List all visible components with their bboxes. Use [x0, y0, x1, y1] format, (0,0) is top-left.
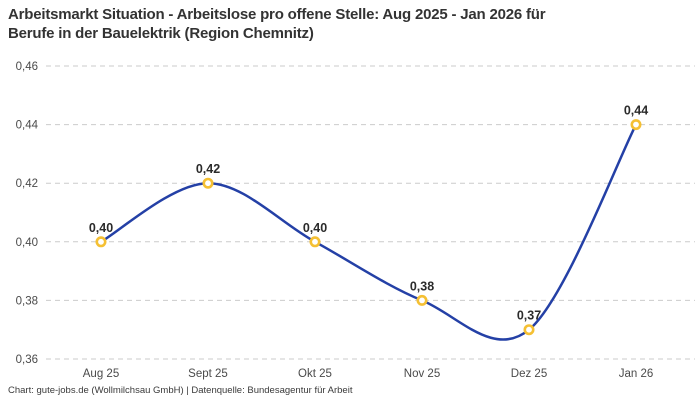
data-point-label: 0,40: [303, 221, 327, 235]
data-point-label: 0,37: [517, 309, 541, 323]
y-axis-tick-label: 0,38: [16, 295, 38, 307]
data-point-label: 0,44: [624, 104, 648, 118]
y-axis-tick-label: 0,40: [16, 237, 38, 249]
chart-title-line1: Arbeitsmarkt Situation - Arbeitslose pro…: [8, 6, 546, 23]
data-point-marker: [523, 324, 535, 336]
chart-title-line2: Berufe in der Bauelektrik (Region Chemni…: [8, 25, 314, 42]
x-axis-tick-label: Jan 26: [619, 368, 654, 380]
data-point-label: 0,38: [410, 279, 434, 293]
y-axis-tick-label: 0,46: [16, 61, 38, 73]
data-point-marker: [630, 119, 642, 131]
y-axis-tick-label: 0,42: [16, 178, 38, 190]
data-point-marker: [416, 294, 428, 306]
x-axis-tick-label: Okt 25: [298, 368, 332, 380]
x-axis-tick-label: Nov 25: [404, 368, 440, 380]
data-point-label: 0,40: [89, 221, 113, 235]
data-point-marker: [202, 177, 214, 189]
chart-footer-attribution: Chart: gute-jobs.de (Wollmilchsau GmbH) …: [8, 385, 353, 396]
line-chart-plot: 0,46 0,44 0,42 0,40 0,38 0,36 Aug 25 Sept 25 Okt…: [16, 61, 695, 380]
y-axis-tick-label: 0,36: [16, 354, 38, 366]
x-axis-tick-label: Dez 25: [511, 368, 547, 380]
data-point-marker: [95, 236, 107, 248]
x-axis-tick-label: Sept 25: [188, 368, 228, 380]
y-axis-tick-label: 0,44: [16, 120, 39, 132]
chart-title: Arbeitsmarkt Situation - Arbeitslose pro…: [8, 5, 680, 43]
x-axis-tick-label: Aug 25: [83, 368, 119, 380]
data-series-line: [99, 123, 638, 341]
data-point-label: 0,42: [196, 162, 220, 176]
data-point-marker: [309, 236, 321, 248]
